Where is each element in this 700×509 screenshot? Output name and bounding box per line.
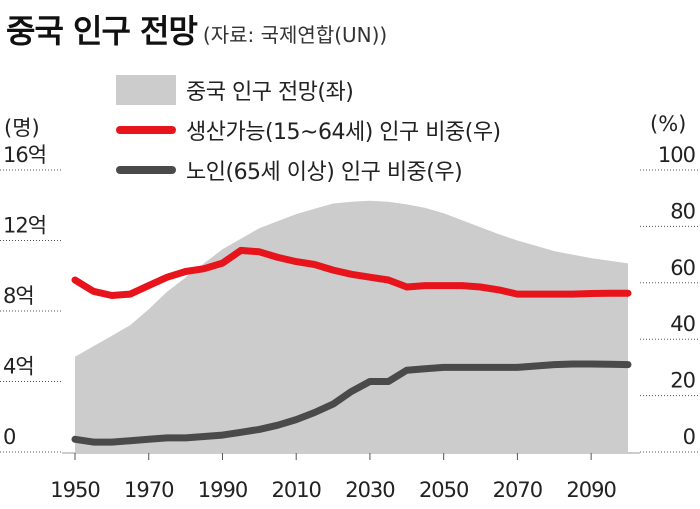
right-tick-label: 40 (670, 312, 695, 336)
legend-swatch-working (116, 126, 176, 134)
source-note: (자료: 국제연합(UN)) (202, 23, 388, 47)
left-tick-label: 16억 (3, 143, 46, 167)
legend-label-working: 생산가능(15~64세) 인구 비중(우) (186, 120, 501, 145)
left-tick-label: 12억 (3, 214, 46, 238)
left-axis-unit: (명) (4, 116, 40, 140)
right-tick-label: 60 (670, 256, 695, 280)
x-tick-label: 1950 (50, 478, 99, 502)
title-row: 중국 인구 전망 (자료: 국제연합(UN)) (6, 6, 387, 52)
legend-label-elderly: 노인(65세 이상) 인구 비중(우) (186, 160, 463, 185)
x-tick-label: 2090 (566, 478, 615, 502)
working-age-line (71, 246, 632, 299)
legend-label-area: 중국 인구 전망(좌) (186, 80, 354, 105)
legend-item-elderly: 노인(65세 이상) 인구 비중(우) (116, 152, 463, 188)
right-tick-label: 80 (670, 199, 695, 223)
right-axis-unit: (%) (650, 112, 687, 136)
legend-item-area: 중국 인구 전망(좌) (116, 72, 354, 108)
x-tick-label: 1990 (198, 478, 247, 502)
chart-title: 중국 인구 전망 (6, 12, 198, 50)
x-tick-label: 1970 (124, 478, 173, 502)
left-tick-label: 4억 (3, 355, 34, 379)
legend-swatch-area (116, 75, 176, 105)
right-tick-label: 0 (683, 425, 695, 449)
x-tick-label: 2030 (345, 478, 394, 502)
x-tick-label: 2070 (493, 478, 542, 502)
x-tick-label: 2050 (419, 478, 468, 502)
population-area (75, 200, 628, 452)
right-tick-label: 20 (670, 369, 695, 393)
x-tick-label: 2010 (271, 478, 320, 502)
elderly-line (71, 360, 632, 446)
legend-item-working: 생산가능(15~64세) 인구 비중(우) (116, 112, 501, 148)
left-tick-label: 8억 (3, 284, 34, 308)
left-tick-label: 0 (3, 425, 15, 449)
legend-swatch-elderly (116, 166, 176, 174)
right-tick-label: 100 (658, 143, 695, 167)
